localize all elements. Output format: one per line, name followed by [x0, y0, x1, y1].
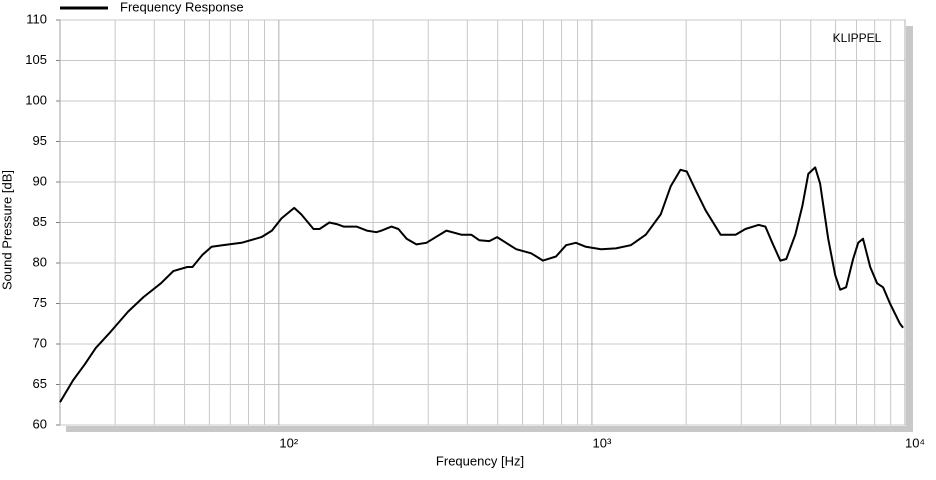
y-tick-label: 75	[33, 295, 47, 310]
y-tick-label: 105	[25, 52, 47, 67]
line-series	[59, 166, 904, 403]
legend-label: Frequency Response	[120, 0, 244, 14]
y-axis-label: Sound Pressure [dB]	[0, 170, 14, 290]
y-tick-label: 110	[26, 11, 47, 26]
y-tick-label: 100	[25, 92, 47, 107]
y-tick-label: 85	[33, 214, 47, 229]
y-tick-label: 60	[33, 416, 47, 431]
frame-shadow	[906, 26, 913, 432]
y-tick-label: 95	[33, 133, 47, 148]
y-tick-label: 65	[33, 376, 47, 391]
y-tick-label: 80	[33, 254, 47, 269]
frame-shadow	[66, 426, 913, 432]
x-axis-label: Frequency [Hz]	[436, 453, 524, 468]
watermark: KLIPPEL	[833, 31, 882, 45]
y-tick-label: 90	[33, 173, 47, 188]
x-tick-label: 10⁴	[905, 435, 925, 450]
x-tick-label: 10³	[593, 435, 612, 450]
x-tick-label: 10²	[279, 435, 298, 450]
y-tick-label: 70	[33, 335, 47, 350]
